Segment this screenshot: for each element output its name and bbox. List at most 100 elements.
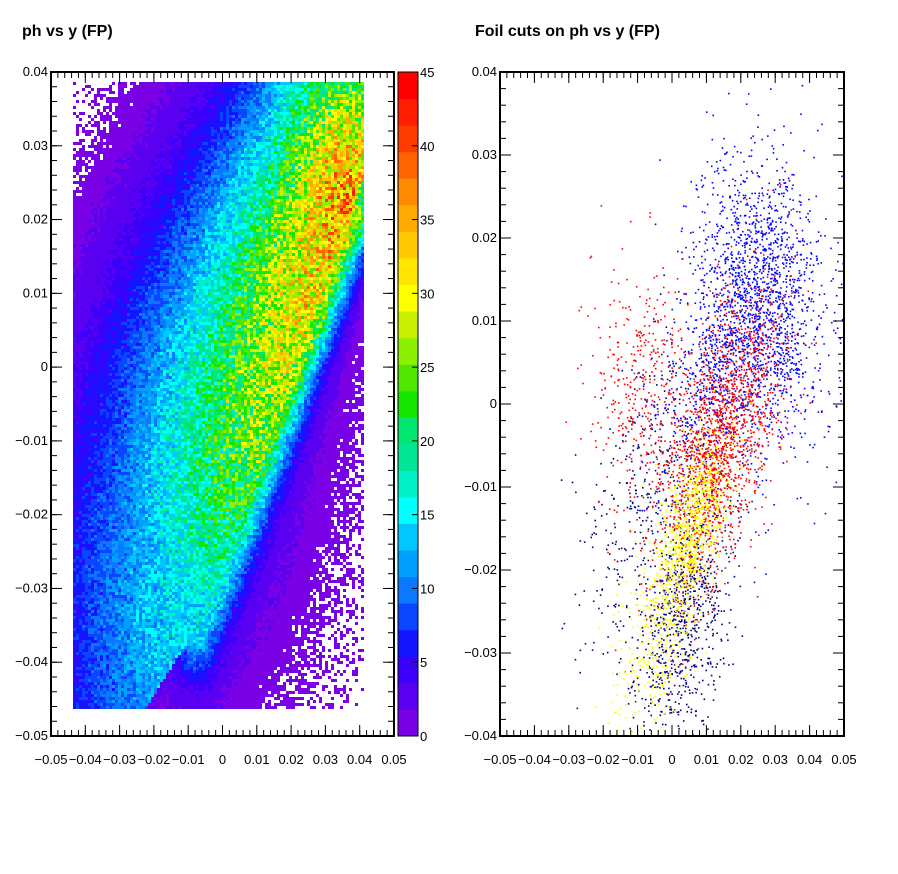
heatmap-cell	[130, 652, 133, 655]
heatmap-cell	[82, 214, 85, 217]
heatmap-cell	[139, 235, 142, 238]
heatmap-cell	[136, 580, 139, 583]
heatmap-cell	[118, 505, 121, 508]
heatmap-cell	[124, 409, 127, 412]
heatmap-cell	[97, 697, 100, 700]
heatmap-cell	[112, 694, 115, 697]
heatmap-cell	[112, 295, 115, 298]
heatmap-cell	[130, 289, 133, 292]
heatmap-cell	[76, 421, 79, 424]
heatmap-cell	[121, 535, 124, 538]
heatmap-cell	[136, 370, 139, 373]
heatmap-cell	[133, 334, 136, 337]
heatmap-cell	[130, 274, 133, 277]
heatmap-cell	[136, 460, 139, 463]
heatmap-cell	[97, 532, 100, 535]
heatmap-cell	[142, 361, 145, 364]
heatmap-cell	[109, 289, 112, 292]
heatmap-cell	[100, 586, 103, 589]
heatmap-cell	[79, 169, 82, 172]
heatmap-cell	[133, 85, 136, 88]
heatmap-cell	[142, 409, 145, 412]
heatmap-cell	[76, 583, 79, 586]
heatmap-cell	[79, 631, 82, 634]
heatmap-cell	[133, 412, 136, 415]
heatmap-cell	[91, 505, 94, 508]
heatmap-cell	[133, 568, 136, 571]
heatmap-cell	[115, 376, 118, 379]
heatmap-cell	[79, 541, 82, 544]
heatmap-cell	[106, 280, 109, 283]
heatmap-cell	[106, 226, 109, 229]
heatmap-cell	[115, 484, 118, 487]
heatmap-cell	[133, 703, 136, 706]
heatmap-cell	[76, 622, 79, 625]
heatmap-cell	[76, 646, 79, 649]
heatmap-cell	[106, 529, 109, 532]
heatmap-cell	[88, 223, 91, 226]
heatmap-cell	[76, 682, 79, 685]
heatmap-cell	[103, 283, 106, 286]
heatmap-cell	[118, 679, 121, 682]
heatmap-cell	[115, 655, 118, 658]
heatmap-cell	[97, 331, 100, 334]
heatmap-cell	[82, 679, 85, 682]
heatmap-cell	[145, 553, 148, 556]
heatmap-cell	[139, 472, 142, 475]
heatmap-cell	[136, 436, 139, 439]
heatmap-cell	[124, 259, 127, 262]
heatmap-cell	[112, 151, 115, 154]
heatmap-cell	[118, 139, 121, 142]
heatmap-cell	[100, 262, 103, 265]
heatmap-cell	[109, 397, 112, 400]
heatmap-cell	[88, 388, 91, 391]
heatmap-cell	[106, 460, 109, 463]
heatmap-cell	[145, 343, 148, 346]
heatmap-cell	[142, 523, 145, 526]
heatmap-cell	[133, 190, 136, 193]
heatmap-cell	[124, 706, 127, 709]
heatmap-cell	[97, 283, 100, 286]
heatmap-cell	[133, 400, 136, 403]
heatmap-cell	[130, 280, 133, 283]
heatmap-cell	[145, 559, 148, 562]
heatmap-cell	[88, 382, 91, 385]
heatmap-cell	[100, 448, 103, 451]
heatmap-cell	[97, 157, 100, 160]
heatmap-cell	[106, 667, 109, 670]
heatmap-cell	[115, 247, 118, 250]
heatmap-cell	[82, 439, 85, 442]
heatmap-cell	[133, 484, 136, 487]
heatmap-cell	[115, 667, 118, 670]
heatmap-cell	[103, 436, 106, 439]
heatmap-cell	[133, 583, 136, 586]
heatmap-cell	[73, 565, 76, 568]
heatmap-cell	[124, 349, 127, 352]
heatmap-cell	[115, 505, 118, 508]
heatmap-cell	[112, 445, 115, 448]
heatmap-cell	[79, 535, 82, 538]
heatmap-cell	[106, 592, 109, 595]
heatmap-cell	[73, 391, 76, 394]
heatmap-cell	[79, 124, 82, 127]
heatmap-cell	[94, 256, 97, 259]
heatmap-cell	[112, 370, 115, 373]
heatmap-cell	[85, 268, 88, 271]
heatmap-cell	[88, 508, 91, 511]
heatmap-cell	[91, 439, 94, 442]
heatmap-cell	[94, 265, 97, 268]
heatmap-cell	[118, 427, 121, 430]
heatmap-cell	[79, 469, 82, 472]
heatmap-cell	[112, 607, 115, 610]
heatmap-cell	[88, 256, 91, 259]
heatmap-cell	[145, 421, 148, 424]
heatmap-cell	[91, 334, 94, 337]
heatmap-cell	[115, 280, 118, 283]
heatmap-cell	[112, 538, 115, 541]
heatmap-cell	[112, 520, 115, 523]
heatmap-cell	[97, 334, 100, 337]
heatmap-cell	[88, 295, 91, 298]
heatmap-cell	[106, 538, 109, 541]
heatmap-cell	[112, 319, 115, 322]
heatmap-cell	[127, 388, 130, 391]
